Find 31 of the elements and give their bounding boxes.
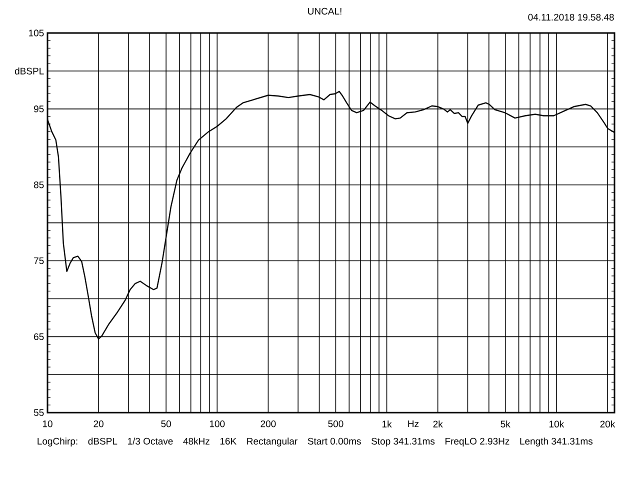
text: Length 341.31ms [520,438,593,446]
text: 16K [220,438,236,445]
text: Rectangular [247,438,298,446]
x-tick-label: 10k [549,420,564,428]
y-tick-label: 95 [34,106,44,112]
text: 1/3 Octave [128,438,173,445]
y-axis-title: dBSPL [14,67,44,74]
text: Stop 341.31ms [371,438,435,446]
x-tick-label: 500 [328,420,344,428]
x-tick-label: 200 [260,420,276,428]
x-tick-label: 50 [161,420,171,428]
y-tick-label: 65 [34,333,44,340]
text: dBSPL [88,438,118,445]
x-tick-label: 5k [500,420,510,428]
x-tick-label: 20 [94,420,104,428]
x-tick-label: 1k [382,420,392,428]
x-axis-title: Hz [408,420,419,427]
x-tick-label: 20k [600,420,616,428]
y-tick-label: 75 [34,257,44,264]
text: 04.11.2018 19.58.48 [528,14,614,21]
text: LogChirp: [38,438,78,446]
y-tick-label: 105 [29,30,44,36]
text: FreqLO 2.93Hz [446,438,510,446]
text: Start 0.00ms [308,438,361,445]
x-tick-label: 2k [433,420,443,428]
y-tick-label: 85 [34,181,44,188]
chart-title: UNCAL! [308,8,342,15]
x-tick-label: 10 [42,420,52,428]
x-tick-label: 100 [210,420,225,428]
y-tick-label: 55 [34,409,44,416]
text: 48kHz [183,438,210,445]
